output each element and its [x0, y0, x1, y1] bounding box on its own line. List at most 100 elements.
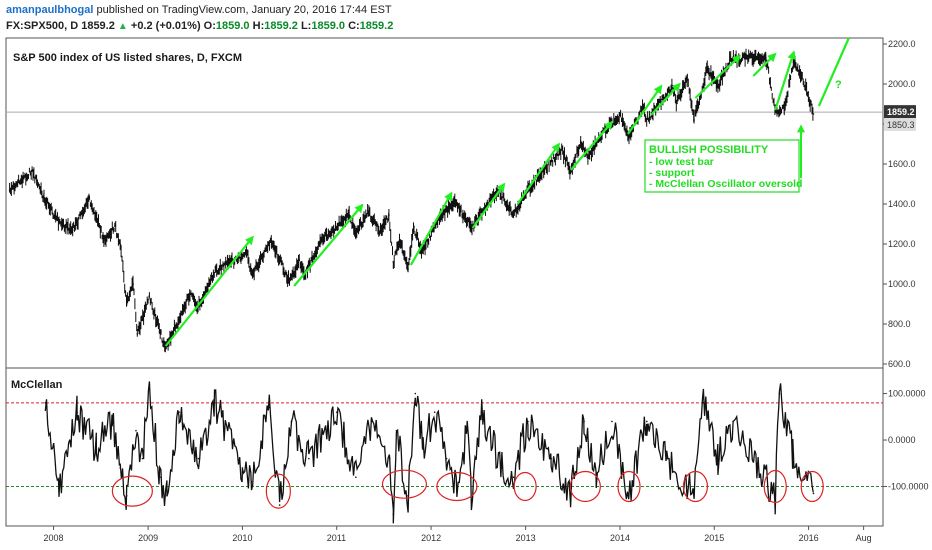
oscillator-point [135, 429, 137, 432]
symbol-name[interactable]: FX:SPX500, D [6, 20, 79, 32]
oscillator-point [95, 448, 98, 451]
price-point [628, 135, 630, 137]
time-axis-label: 2014 [610, 533, 630, 543]
price-axis-label: 1400.0 [888, 199, 916, 209]
oscillator-point [445, 457, 448, 460]
oscillator-series [44, 381, 815, 524]
oscillator-line [44, 381, 814, 524]
time-axis-label: Aug [856, 533, 872, 543]
oscillator-point [278, 504, 281, 506]
price-point [392, 261, 395, 263]
oversold-circles [111, 469, 824, 509]
price-point [765, 57, 767, 59]
price-point [587, 157, 589, 159]
oscillator-point [414, 392, 417, 395]
oversold-circle [617, 470, 641, 503]
oscillator-point [125, 494, 128, 497]
price-axis-label: 1000.0 [888, 279, 916, 289]
bullish-annotation[interactable]: BULLISH POSSIBILITY - low test bar - sup… [644, 139, 802, 193]
trend-arrow [752, 52, 777, 77]
bullish-box [644, 139, 800, 193]
high-value: 1859.2 [264, 20, 298, 32]
price-point [706, 68, 709, 70]
price-point [579, 141, 582, 143]
time-axis-label: 2012 [421, 533, 441, 543]
oscillator-point [480, 411, 483, 413]
price-point [270, 239, 273, 242]
price-point [43, 197, 45, 199]
trend-arrow [164, 235, 254, 347]
oscillator-title: McClellan [11, 379, 63, 391]
time-axis: 2008 2009 2010 2011 2012 2013 2014 2015 2016 Aug [44, 526, 872, 543]
oscillator-point [388, 457, 391, 460]
oscillator-point [148, 383, 151, 386]
question-mark: ? [835, 79, 842, 91]
time-axis-label: 2013 [516, 533, 536, 543]
oscillator-point [717, 457, 719, 460]
last-price-tag [884, 105, 916, 119]
oversold-circle [682, 470, 709, 503]
oversold-circle [381, 469, 428, 499]
oscillator-point [111, 420, 114, 423]
price-point [388, 214, 390, 216]
price-point [686, 79, 689, 81]
trend-arrow [570, 120, 614, 171]
price-point [136, 333, 139, 335]
oscillator-point [158, 476, 161, 479]
oscillator-point [792, 453, 794, 455]
oscillator-point [433, 411, 436, 413]
price-point [454, 199, 456, 201]
time-axis-label: 2016 [799, 533, 819, 543]
price-point [470, 227, 472, 229]
change-value: +0.2 (+0.01%) [130, 20, 201, 32]
price-point [675, 102, 678, 104]
last-price-value: 1859.2 [81, 20, 115, 32]
price-point [618, 113, 621, 116]
oscillator-point [611, 420, 613, 423]
oversold-circle [763, 469, 787, 504]
oscillator-point [166, 494, 168, 497]
trend-arrow [627, 84, 663, 135]
bullish-line-3: - McClellan Oscillator oversold [649, 178, 802, 190]
price-point [348, 214, 350, 216]
oscillator-axis-label: 100.0000 [888, 389, 926, 399]
price-point [215, 269, 217, 271]
trend-arrow [471, 182, 506, 229]
oscillator-point [213, 402, 216, 404]
price-chart-title: S&P 500 index of US listed shares, D, FX… [13, 52, 242, 64]
time-axis-label: 2009 [138, 533, 158, 543]
author-link[interactable]: amanpaulbhogal [6, 4, 94, 16]
oscillator-point [550, 457, 553, 460]
price-point [792, 61, 795, 63]
price-point [717, 85, 719, 87]
oversold-circle [111, 475, 153, 507]
price-series [8, 48, 815, 353]
trend-arrows [164, 37, 850, 347]
price-point [378, 230, 381, 232]
oscillator-point [141, 457, 144, 460]
price-point [367, 210, 369, 212]
close-value: 1859.2 [359, 20, 394, 32]
price-point [512, 213, 515, 215]
price-point [321, 238, 323, 240]
price-axis-label: 1200.0 [888, 239, 916, 249]
oscillator-point [335, 411, 338, 413]
price-point [88, 198, 91, 200]
price-point [355, 232, 357, 234]
oscillator-point [456, 490, 458, 492]
oversold-circle [800, 470, 824, 503]
oscillator-point [250, 481, 253, 483]
oscillator-point [774, 497, 777, 499]
price-point [496, 189, 499, 191]
oscillator-point [512, 476, 515, 479]
price-point [420, 251, 423, 253]
price-point [189, 293, 191, 295]
price-point [103, 239, 105, 241]
symbol-info-line: FX:SPX500, D 1859.2 ▲ +0.2 (+0.01%) O:18… [6, 20, 393, 32]
oscillator-point [422, 448, 424, 451]
bullish-line-2: - support [649, 167, 695, 179]
oscillator-point [702, 402, 705, 404]
oscillator-axis-label: 0.0000 [888, 435, 916, 445]
publish-header: amanpaulbhogal published on TradingView.… [6, 3, 392, 17]
